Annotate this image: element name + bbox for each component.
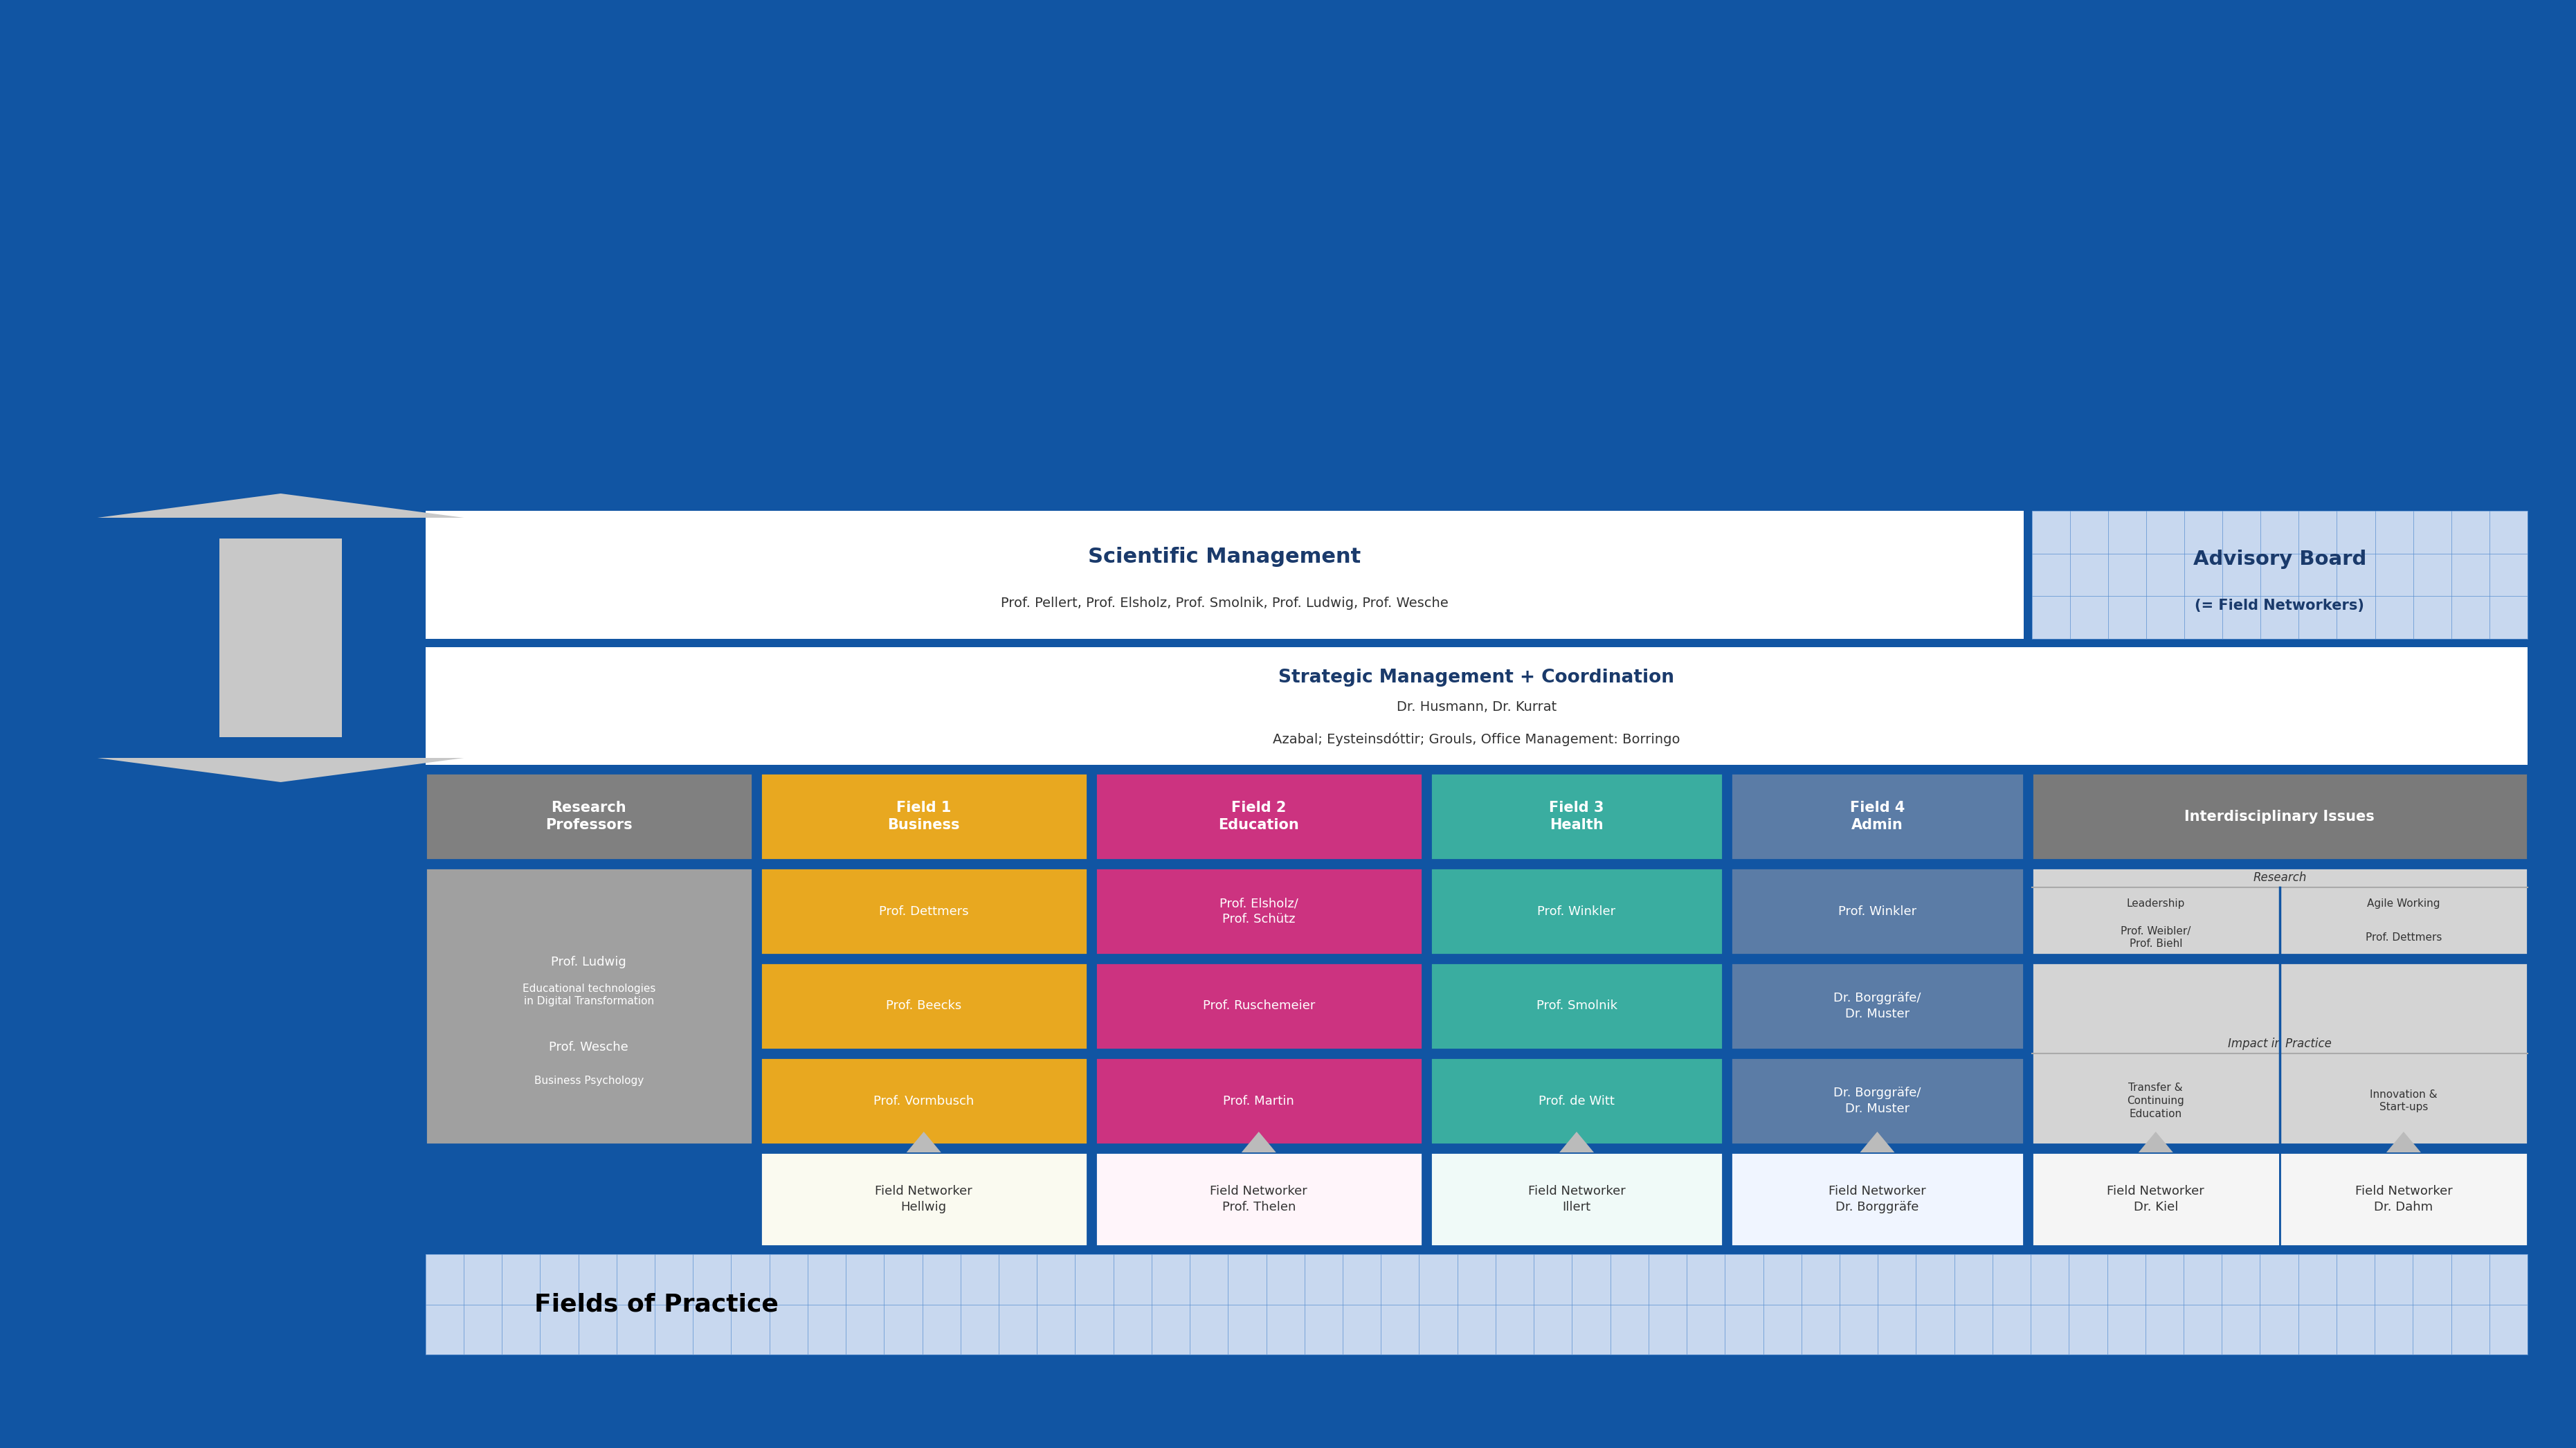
Text: Scientific Management: Scientific Management: [1087, 547, 1360, 568]
Bar: [2032, 1153, 2280, 1245]
Bar: [2280, 1153, 2527, 1245]
Polygon shape: [2385, 1132, 2421, 1153]
Text: Field 2
Education: Field 2 Education: [1218, 801, 1298, 833]
Bar: [1430, 963, 1723, 1050]
Text: Prof. Dettmers: Prof. Dettmers: [878, 905, 969, 918]
Bar: [1731, 1153, 2025, 1245]
Bar: [1430, 773, 1723, 860]
Polygon shape: [98, 757, 464, 782]
Text: Prof. Winkler: Prof. Winkler: [1839, 905, 1917, 918]
Bar: [425, 1254, 2527, 1354]
Text: Prof. Wesche: Prof. Wesche: [549, 1041, 629, 1054]
Text: Field Networker
Dr. Kiel: Field Networker Dr. Kiel: [2107, 1186, 2205, 1213]
Text: Educational technologies
in Digital Transformation: Educational technologies in Digital Tran…: [523, 983, 654, 1006]
Text: Transfer &
Continuing
Education: Transfer & Continuing Education: [2128, 1083, 2184, 1119]
Text: Prof. Pellert, Prof. Elsholz, Prof. Smolnik, Prof. Ludwig, Prof. Wesche: Prof. Pellert, Prof. Elsholz, Prof. Smol…: [999, 597, 1448, 610]
Polygon shape: [1860, 1132, 1893, 1153]
Text: Prof. Dettmers: Prof. Dettmers: [2365, 933, 2442, 943]
Bar: [1430, 867, 1723, 954]
Text: Field 1
Business: Field 1 Business: [889, 801, 961, 833]
Bar: [1095, 1057, 1422, 1144]
Bar: [1430, 1057, 1723, 1144]
Text: Fields of Practice: Fields of Practice: [536, 1293, 778, 1316]
Polygon shape: [98, 494, 464, 518]
Text: Agile Working: Agile Working: [2367, 899, 2439, 909]
Text: Business Psychology: Business Psychology: [533, 1076, 644, 1086]
Bar: [425, 867, 752, 1144]
Bar: [760, 963, 1087, 1050]
Bar: [2032, 963, 2527, 1144]
Text: Field Networker
Dr. Borggräfe: Field Networker Dr. Borggräfe: [1829, 1186, 1927, 1213]
Bar: [760, 1057, 1087, 1144]
Text: Impact in Practice: Impact in Practice: [2228, 1038, 2331, 1050]
Text: Field Networker
Hellwig: Field Networker Hellwig: [876, 1186, 974, 1213]
Text: Prof. Smolnik: Prof. Smolnik: [1535, 999, 1618, 1012]
Text: Field Networker
Illert: Field Networker Illert: [1528, 1186, 1625, 1213]
Text: Advisory Board: Advisory Board: [2192, 550, 2367, 569]
Text: Prof. Weibler/
Prof. Biehl: Prof. Weibler/ Prof. Biehl: [2120, 925, 2190, 950]
Bar: [760, 773, 1087, 860]
Bar: [1731, 867, 2025, 954]
Bar: [760, 867, 1087, 954]
Polygon shape: [1558, 1132, 1595, 1153]
Bar: [2032, 511, 2527, 639]
Bar: [219, 539, 343, 737]
Bar: [1731, 963, 2025, 1050]
Text: Field Networker
Dr. Dahm: Field Networker Dr. Dahm: [2354, 1186, 2452, 1213]
Text: Innovation &
Start-ups: Innovation & Start-ups: [2370, 1089, 2437, 1112]
Text: Prof. Winkler: Prof. Winkler: [1538, 905, 1615, 918]
Text: Dr. Borggräfe/
Dr. Muster: Dr. Borggräfe/ Dr. Muster: [1834, 1087, 1922, 1115]
Text: (= Field Networkers): (= Field Networkers): [2195, 598, 2365, 613]
Bar: [1095, 773, 1422, 860]
Bar: [1430, 1153, 1723, 1245]
Bar: [425, 511, 2025, 639]
Polygon shape: [2138, 1132, 2174, 1153]
Bar: [425, 647, 2527, 765]
Bar: [2032, 773, 2527, 860]
Text: Prof. Martin: Prof. Martin: [1224, 1095, 1293, 1108]
Bar: [425, 773, 752, 860]
Text: Strategic Management + Coordination: Strategic Management + Coordination: [1278, 669, 1674, 686]
Text: Leadership: Leadership: [2128, 899, 2184, 909]
Text: Field 3
Health: Field 3 Health: [1548, 801, 1605, 833]
Polygon shape: [907, 1132, 940, 1153]
Bar: [2032, 867, 2527, 954]
Bar: [1095, 1153, 1422, 1245]
Text: Prof. Ludwig: Prof. Ludwig: [551, 956, 626, 969]
Bar: [1095, 963, 1422, 1050]
Bar: [760, 1153, 1087, 1245]
Text: Azabal; Eysteinsdóttir; Grouls, Office Management: Borringo: Azabal; Eysteinsdóttir; Grouls, Office M…: [1273, 733, 1680, 746]
Text: Interdisciplinary Issues: Interdisciplinary Issues: [2184, 809, 2375, 824]
Polygon shape: [1242, 1132, 1275, 1153]
Text: Research: Research: [2254, 872, 2306, 883]
Text: Prof. Elsholz/
Prof. Schütz: Prof. Elsholz/ Prof. Schütz: [1218, 898, 1298, 925]
Text: Prof. Ruschemeier: Prof. Ruschemeier: [1203, 999, 1314, 1012]
Text: Prof. Vormbusch: Prof. Vormbusch: [873, 1095, 974, 1108]
Text: Dr. Husmann, Dr. Kurrat: Dr. Husmann, Dr. Kurrat: [1396, 701, 1556, 714]
Text: Field Networker
Prof. Thelen: Field Networker Prof. Thelen: [1211, 1186, 1309, 1213]
Bar: [1731, 1057, 2025, 1144]
Text: Field 4
Admin: Field 4 Admin: [1850, 801, 1904, 833]
Text: Dr. Borggräfe/
Dr. Muster: Dr. Borggräfe/ Dr. Muster: [1834, 992, 1922, 1019]
Bar: [1731, 773, 2025, 860]
Bar: [1095, 867, 1422, 954]
Text: Research
Professors: Research Professors: [546, 801, 631, 833]
Text: Prof. Beecks: Prof. Beecks: [886, 999, 961, 1012]
Text: Prof. de Witt: Prof. de Witt: [1538, 1095, 1615, 1108]
